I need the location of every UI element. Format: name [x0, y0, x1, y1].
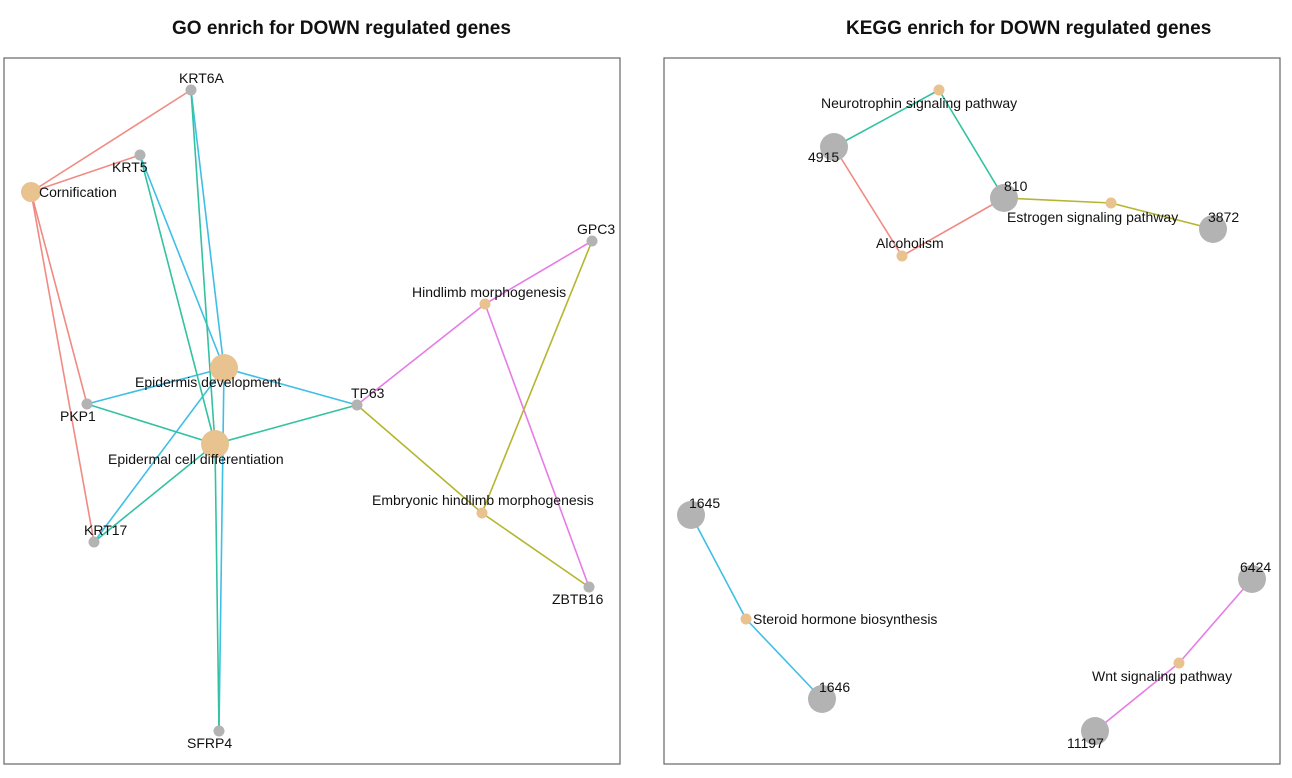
edges-layer — [30, 89, 1253, 732]
edge-epidermis-development-to-sfrp4 — [218, 367, 225, 732]
go-panel-title: GO enrich for DOWN regulated genes — [172, 18, 511, 39]
edge-epidermal-cell-differentiation-to-krt6a — [190, 89, 216, 445]
term-node-epidermal-cell-differentiation — [201, 430, 229, 458]
node-label-1646: 1646 — [819, 679, 850, 695]
node-label-tp63: TP63 — [351, 385, 385, 401]
edge-estrogen-signaling-pathway-to-810 — [1003, 197, 1112, 204]
term-node-cornification — [21, 182, 41, 202]
nodes-layer — [21, 84, 1266, 745]
node-label-pkp1: PKP1 — [60, 408, 96, 424]
node-label-3872: 3872 — [1208, 209, 1239, 225]
edge-cornification-to-pkp1 — [30, 191, 88, 405]
edge-embryonic-hindlimb-morphogenesis-to-gpc3 — [481, 240, 593, 514]
term-node-estrogen-signaling-pathway — [1105, 197, 1117, 209]
node-label-1645: 1645 — [689, 495, 720, 511]
gene-node-zbtb16 — [583, 581, 595, 593]
gene-node-4915 — [820, 133, 848, 161]
node-label-alcoholism: Alcoholism — [876, 235, 944, 251]
edge-hindlimb-morphogenesis-to-zbtb16 — [484, 303, 590, 588]
node-label-4915: 4915 — [808, 149, 839, 165]
edge-wnt-signaling-pathway-to-11197 — [1094, 662, 1180, 732]
gene-node-gpc3 — [586, 235, 598, 247]
node-label-810: 810 — [1004, 178, 1028, 194]
node-label-zbtb16: ZBTB16 — [552, 591, 604, 607]
gene-node-1645 — [677, 501, 705, 529]
term-node-steroid-hormone-biosynthesis — [740, 613, 752, 625]
edge-epidermis-development-to-tp63 — [223, 367, 358, 406]
gene-node-810 — [990, 184, 1018, 212]
edge-alcoholism-to-4915 — [833, 146, 903, 257]
node-label-11197: 11197 — [1067, 735, 1104, 751]
edge-neurotrophin-signaling-pathway-to-4915 — [833, 89, 940, 148]
node-label-wnt-signaling-pathway: Wnt signaling pathway — [1092, 668, 1232, 684]
gene-node-pkp1 — [81, 398, 93, 410]
node-label-krt17: KRT17 — [84, 522, 128, 538]
edge-wnt-signaling-pathway-to-6424 — [1178, 578, 1253, 664]
edge-cornification-to-krt17 — [30, 191, 95, 543]
gene-node-krt5 — [134, 149, 146, 161]
node-label-krt5: KRT5 — [112, 159, 148, 175]
node-label-hindlimb-morphogenesis: Hindlimb morphogenesis — [412, 284, 566, 300]
node-label-neurotrophin-signaling-pathway: Neurotrophin signaling pathway — [821, 95, 1017, 111]
node-label-6424: 6424 — [1240, 559, 1271, 575]
term-node-neurotrophin-signaling-pathway — [933, 84, 945, 96]
node-label-steroid-hormone-biosynthesis: Steroid hormone biosynthesis — [753, 611, 937, 627]
term-node-alcoholism — [896, 250, 908, 262]
gene-node-krt17 — [88, 536, 100, 548]
kegg-panel-frame — [663, 57, 1281, 765]
node-label-krt6a: KRT6A — [179, 70, 225, 86]
edge-alcoholism-to-810 — [901, 197, 1005, 257]
kegg-panel-title: KEGG enrich for DOWN regulated genes — [846, 18, 1212, 39]
edge-epidermis-development-to-pkp1 — [86, 367, 225, 405]
edge-epidermal-cell-differentiation-to-krt17 — [93, 443, 216, 543]
labels-layer: KRT6A KRT5 Cornification GPC3 Hindlimb morph… — [39, 70, 1271, 751]
edge-epidermis-development-to-krt6a — [190, 89, 225, 369]
edge-embryonic-hindlimb-morphogenesis-to-zbtb16 — [481, 512, 590, 588]
term-node-hindlimb-morphogenesis — [479, 298, 491, 310]
edge-epidermal-cell-differentiation-to-krt5 — [139, 154, 216, 445]
node-label-sfrp4: SFRP4 — [187, 735, 232, 751]
edge-estrogen-signaling-pathway-to-3872 — [1110, 202, 1214, 230]
node-label-estrogen-signaling-pathway: Estrogen signaling pathway — [1007, 209, 1178, 225]
edge-epidermal-cell-differentiation-to-tp63 — [214, 404, 358, 445]
node-label-embryonic-hindlimb-morphogenesis: Embryonic hindlimb morphogenesis — [372, 492, 594, 508]
gene-node-tp63 — [351, 399, 363, 411]
edge-hindlimb-morphogenesis-to-gpc3 — [484, 240, 593, 305]
gene-node-1646 — [808, 685, 836, 713]
gene-node-3872 — [1199, 215, 1227, 243]
edge-epidermal-cell-differentiation-to-pkp1 — [86, 403, 216, 445]
term-node-wnt-signaling-pathway — [1173, 657, 1185, 669]
gene-node-sfrp4 — [213, 725, 225, 737]
edge-cornification-to-krt6a — [30, 89, 192, 193]
gene-node-krt6a — [185, 84, 197, 96]
node-label-cornification: Cornification — [39, 184, 117, 200]
gene-node-11197 — [1081, 717, 1109, 745]
gene-node-6424 — [1238, 565, 1266, 593]
node-label-epidermal-cell-differentiation: Epidermal cell differentiation — [108, 451, 284, 467]
edge-epidermal-cell-differentiation-to-sfrp4 — [214, 443, 220, 732]
node-label-gpc3: GPC3 — [577, 221, 615, 237]
node-label-epidermis-development: Epidermis development — [135, 374, 281, 390]
term-node-embryonic-hindlimb-morphogenesis — [476, 507, 488, 519]
go-panel-frame — [3, 57, 621, 765]
edge-neurotrophin-signaling-pathway-to-810 — [938, 89, 1005, 199]
edge-cornification-to-krt5 — [30, 154, 141, 193]
edge-steroid-hormone-biosynthesis-to-1645 — [690, 514, 747, 620]
edge-epidermis-development-to-krt5 — [139, 154, 225, 369]
term-node-epidermis-development — [210, 354, 238, 382]
edge-hindlimb-morphogenesis-to-tp63 — [356, 303, 486, 406]
edge-steroid-hormone-biosynthesis-to-1646 — [745, 618, 823, 700]
edge-embryonic-hindlimb-morphogenesis-to-tp63 — [356, 404, 483, 514]
